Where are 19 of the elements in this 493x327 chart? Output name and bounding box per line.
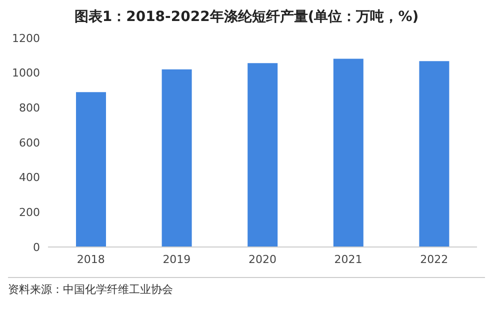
y-tick-label: 400	[19, 171, 40, 184]
x-tick-label: 2020	[248, 252, 276, 266]
bar	[162, 69, 192, 247]
bar	[333, 58, 364, 247]
bar	[76, 92, 106, 247]
y-tick-label: 1000	[12, 66, 40, 80]
x-tick-label: 2021	[334, 252, 362, 266]
x-tick-label: 2019	[162, 252, 191, 266]
y-tick-label: 0	[33, 240, 40, 254]
text: 资料来源：中国化学纤维工业协会	[8, 282, 174, 297]
y-tick-label: 1200	[12, 32, 40, 45]
y-tick-label: 800	[19, 102, 40, 115]
y-tick-label: 600	[19, 136, 40, 150]
x-tick-label: 2022	[420, 252, 448, 266]
chart-title: 图表1：2018-2022年涤纶短纤产量(单位：万吨，%)	[73, 8, 420, 26]
y-tick-label: 200	[19, 206, 40, 220]
x-tick-label: 2018	[76, 252, 105, 266]
bar	[419, 61, 450, 247]
bar	[248, 63, 278, 247]
